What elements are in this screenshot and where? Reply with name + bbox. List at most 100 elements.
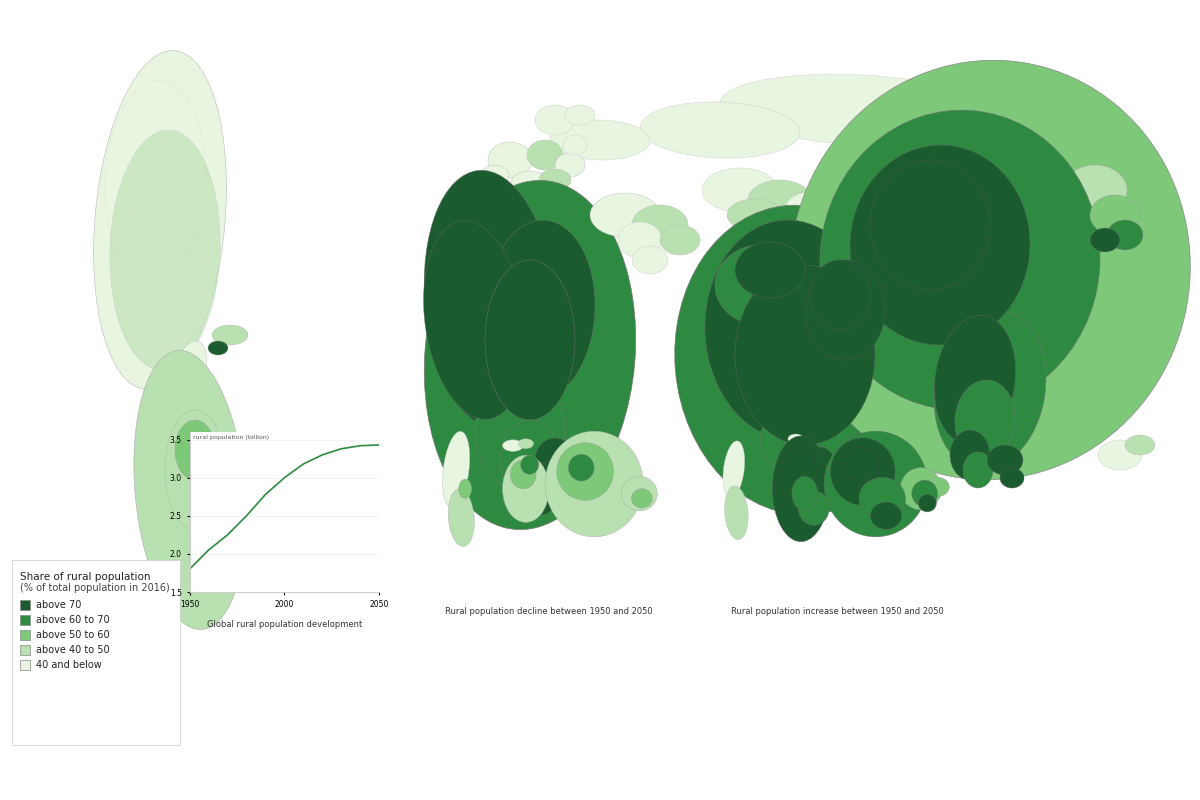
Ellipse shape xyxy=(798,490,829,526)
Ellipse shape xyxy=(565,105,595,125)
Ellipse shape xyxy=(166,410,226,530)
Ellipse shape xyxy=(618,222,662,258)
Ellipse shape xyxy=(557,442,613,500)
Bar xyxy=(20,600,30,610)
Ellipse shape xyxy=(503,455,550,522)
Ellipse shape xyxy=(174,341,206,399)
Ellipse shape xyxy=(94,50,227,390)
Text: above 40 to 50: above 40 to 50 xyxy=(36,645,109,655)
Ellipse shape xyxy=(208,341,228,355)
Ellipse shape xyxy=(785,192,835,228)
Ellipse shape xyxy=(702,168,778,212)
Ellipse shape xyxy=(535,438,575,482)
Ellipse shape xyxy=(805,260,886,360)
Ellipse shape xyxy=(510,171,550,199)
Ellipse shape xyxy=(554,153,586,177)
Ellipse shape xyxy=(521,455,539,474)
FancyBboxPatch shape xyxy=(12,560,180,745)
Ellipse shape xyxy=(820,110,1100,410)
Ellipse shape xyxy=(488,142,532,178)
Ellipse shape xyxy=(950,430,990,480)
Ellipse shape xyxy=(715,245,805,325)
Ellipse shape xyxy=(563,135,587,155)
Ellipse shape xyxy=(640,102,800,158)
Ellipse shape xyxy=(212,325,248,345)
Ellipse shape xyxy=(475,370,565,490)
Ellipse shape xyxy=(535,105,575,135)
Ellipse shape xyxy=(1098,440,1142,470)
Ellipse shape xyxy=(510,460,536,489)
Ellipse shape xyxy=(926,478,949,497)
Ellipse shape xyxy=(773,436,829,542)
Ellipse shape xyxy=(660,225,700,255)
Ellipse shape xyxy=(727,199,784,231)
Ellipse shape xyxy=(104,80,205,280)
Ellipse shape xyxy=(912,480,937,507)
Ellipse shape xyxy=(788,434,804,444)
Ellipse shape xyxy=(780,447,816,502)
Ellipse shape xyxy=(955,380,1015,460)
Ellipse shape xyxy=(986,445,1022,475)
Ellipse shape xyxy=(527,140,563,170)
Ellipse shape xyxy=(481,165,509,185)
Ellipse shape xyxy=(134,350,246,630)
Text: Global rural population development: Global rural population development xyxy=(206,620,362,629)
Ellipse shape xyxy=(842,447,878,482)
Bar xyxy=(20,660,30,670)
Ellipse shape xyxy=(502,190,538,210)
Ellipse shape xyxy=(539,169,571,191)
Ellipse shape xyxy=(545,431,643,537)
Text: Share of rural population: Share of rural population xyxy=(20,572,150,582)
Ellipse shape xyxy=(485,220,595,400)
Ellipse shape xyxy=(458,479,472,498)
Ellipse shape xyxy=(550,120,650,160)
Ellipse shape xyxy=(918,494,936,512)
Ellipse shape xyxy=(674,206,925,514)
Ellipse shape xyxy=(805,447,835,483)
Ellipse shape xyxy=(722,441,745,498)
Ellipse shape xyxy=(590,193,660,237)
Ellipse shape xyxy=(569,454,594,481)
Ellipse shape xyxy=(449,489,474,546)
Ellipse shape xyxy=(622,476,658,511)
Text: above 70: above 70 xyxy=(36,600,82,610)
Ellipse shape xyxy=(790,60,1190,480)
Ellipse shape xyxy=(964,452,994,488)
Ellipse shape xyxy=(485,260,575,420)
Ellipse shape xyxy=(503,440,523,451)
Ellipse shape xyxy=(734,242,805,298)
Ellipse shape xyxy=(935,315,1015,445)
Ellipse shape xyxy=(900,468,942,510)
Ellipse shape xyxy=(850,145,1030,345)
Ellipse shape xyxy=(1108,220,1142,250)
Text: rural population (billion): rural population (billion) xyxy=(193,435,270,440)
Ellipse shape xyxy=(870,502,901,529)
Ellipse shape xyxy=(1063,165,1127,215)
Ellipse shape xyxy=(1090,228,1120,252)
Ellipse shape xyxy=(704,220,875,440)
Text: Rural population increase between 1950 and 2050: Rural population increase between 1950 a… xyxy=(731,606,943,616)
Ellipse shape xyxy=(631,489,653,508)
Ellipse shape xyxy=(792,476,817,511)
Ellipse shape xyxy=(533,462,563,498)
Ellipse shape xyxy=(425,170,556,430)
Text: above 60 to 70: above 60 to 70 xyxy=(36,615,109,625)
Ellipse shape xyxy=(443,431,469,508)
Ellipse shape xyxy=(632,205,688,245)
Text: above 50 to 60: above 50 to 60 xyxy=(36,630,109,640)
Ellipse shape xyxy=(734,265,875,445)
Ellipse shape xyxy=(424,221,527,419)
Ellipse shape xyxy=(830,438,895,505)
Ellipse shape xyxy=(824,431,928,537)
Ellipse shape xyxy=(870,160,990,290)
Ellipse shape xyxy=(632,246,668,274)
Ellipse shape xyxy=(518,439,534,449)
Bar xyxy=(20,630,30,640)
Ellipse shape xyxy=(1126,435,1154,455)
Bar xyxy=(20,645,30,655)
Bar xyxy=(20,615,30,625)
Ellipse shape xyxy=(748,180,812,220)
Ellipse shape xyxy=(859,478,905,519)
Ellipse shape xyxy=(1090,195,1140,235)
Ellipse shape xyxy=(1000,468,1024,488)
